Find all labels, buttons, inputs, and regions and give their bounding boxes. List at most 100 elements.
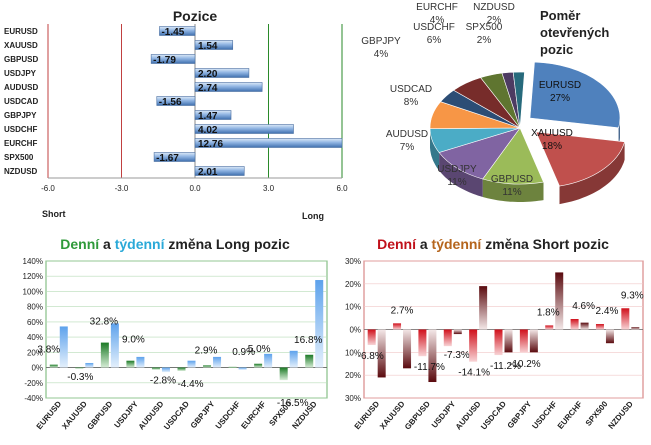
long-y-tick: -40% bbox=[24, 394, 43, 403]
short-daily-bar bbox=[367, 329, 376, 346]
long-change-title: Denní a týdenní změna Long pozic bbox=[60, 236, 290, 252]
long-y-tick: 0% bbox=[31, 364, 43, 373]
positions-category-label: USDCHF bbox=[4, 125, 37, 134]
long-weekly-bar bbox=[136, 356, 145, 368]
long-data-label: 9.0% bbox=[122, 335, 145, 346]
short-daily-bar bbox=[519, 329, 528, 353]
short-daily-bar bbox=[494, 329, 503, 356]
long-category-label: XAUUSD bbox=[60, 399, 89, 431]
pie-slice-nzdusd bbox=[512, 71, 525, 129]
long-data-label: 16.8% bbox=[294, 335, 322, 346]
long-weekly-bar bbox=[238, 367, 247, 370]
long-data-label: -0.3% bbox=[67, 372, 93, 383]
pie-label-name: GBPUSD bbox=[491, 174, 533, 185]
positions-bar bbox=[194, 40, 234, 50]
short-weekly-bar bbox=[403, 329, 412, 369]
long-y-tick: 40% bbox=[27, 333, 43, 342]
long-category-label: EURUSD bbox=[35, 399, 64, 431]
long-weekly-bar bbox=[187, 360, 196, 368]
long-category-label: EURCHF bbox=[239, 399, 267, 430]
short-daily-bar bbox=[469, 329, 478, 362]
positions-value-label: -1.56 bbox=[159, 97, 182, 108]
long-data-label: 3.8% bbox=[37, 345, 60, 356]
long-data-label: 5.0% bbox=[248, 344, 271, 355]
short-category-label: USDCAD bbox=[479, 399, 508, 431]
positions-tick-label: 6.0 bbox=[336, 184, 348, 193]
long-daily-bar bbox=[254, 363, 263, 368]
long-weekly-bar bbox=[161, 367, 170, 373]
long-category-label: USDCAD bbox=[162, 399, 191, 431]
positions-x-ticks: EURUSD XAUUSD GBPUSD USDJPY AUDUSD USDCAD GBPJ… bbox=[4, 27, 348, 193]
pie-label-name: AUDUSD bbox=[386, 129, 428, 140]
short-weekly-bar bbox=[529, 329, 538, 353]
title-part: a bbox=[416, 236, 432, 252]
pie-label-value: 2% bbox=[477, 35, 492, 46]
positions-category-label: USDCAD bbox=[4, 97, 38, 106]
pie-title-line-3: pozic bbox=[540, 42, 573, 57]
positions-bar bbox=[194, 82, 263, 92]
positions-bar bbox=[150, 54, 196, 64]
short-category-label: SPX500 bbox=[584, 399, 610, 428]
positions-category-label: GBPUSD bbox=[4, 55, 38, 64]
short-daily-bar bbox=[443, 329, 452, 347]
short-data-label: -14.1% bbox=[458, 368, 490, 379]
short-data-label: 2.7% bbox=[391, 305, 414, 316]
short-category-label: EURCHF bbox=[556, 399, 584, 430]
long-daily-bar bbox=[279, 367, 288, 381]
long-y-tick: -20% bbox=[24, 379, 43, 388]
positions-value-label: -1.45 bbox=[161, 27, 184, 38]
long-category-label: GBPUSD bbox=[85, 399, 114, 431]
long-data-label: -2.8% bbox=[150, 376, 176, 387]
positions-category-label: SPX500 bbox=[4, 153, 34, 162]
pie-label-name: SPX500 bbox=[466, 22, 503, 33]
positions-category-label: AUDUSD bbox=[4, 83, 38, 92]
short-y-tick: 10% bbox=[345, 348, 361, 357]
pie-labels: EURUSD 27% XAUUSD 18% GBPUSD 11% USDJPY 11% AUDU… bbox=[361, 2, 581, 198]
pie-label-name: USDJPY bbox=[437, 164, 477, 175]
long-y-tick: 20% bbox=[27, 348, 43, 357]
long-change-chart: Denní a týdenní změna Long pozic -40% -20… bbox=[23, 236, 328, 432]
positions-bar bbox=[194, 124, 294, 134]
long-daily-bar bbox=[49, 364, 58, 368]
positions-value-label: 1.47 bbox=[198, 111, 218, 122]
long-weekly-bar bbox=[315, 280, 324, 368]
short-data-label: -10.2% bbox=[509, 359, 541, 370]
short-weekly-bar bbox=[504, 329, 513, 353]
short-weekly-bar bbox=[605, 329, 614, 344]
short-category-label: AUDUSD bbox=[454, 399, 483, 431]
positions-bar bbox=[159, 26, 196, 36]
long-weekly-bar bbox=[59, 326, 68, 368]
short-data-label: 1.8% bbox=[537, 307, 560, 318]
long-daily-bar bbox=[100, 342, 109, 368]
short-category-label: NZDUSD bbox=[607, 399, 635, 430]
positions-value-label: 2.20 bbox=[198, 69, 218, 80]
short-change-plot: 30%20%10%0%10%20%30%-6.8%EURUSD2.7%XAUUS… bbox=[345, 257, 644, 432]
long-y-tick: 60% bbox=[27, 318, 43, 327]
pie-slice-eurusd bbox=[529, 61, 621, 129]
short-weekly-bar bbox=[377, 329, 386, 378]
pie-slice-side bbox=[482, 179, 544, 202]
short-daily-bar bbox=[621, 308, 630, 330]
short-y-tick: 10% bbox=[345, 303, 361, 312]
pie-label-value: 8% bbox=[404, 97, 419, 108]
positions-value-label: 2.01 bbox=[198, 167, 218, 178]
pie-slice-side bbox=[430, 128, 440, 171]
positions-title: Pozice bbox=[173, 8, 218, 24]
pie-label-value: 11% bbox=[502, 187, 521, 198]
long-data-label: -16.5% bbox=[277, 398, 309, 409]
long-data-label: 32.8% bbox=[90, 317, 118, 328]
short-daily-bar bbox=[570, 318, 579, 330]
positions-category-label: USDJPY bbox=[4, 69, 37, 78]
long-y-tick: 120% bbox=[23, 272, 43, 281]
long-change-plot: -40% -20% 0% 20% 40% 60% 80% 100% 120% 140% 3.8% EU… bbox=[23, 257, 328, 432]
short-category-label: USDCHF bbox=[530, 399, 558, 430]
short-daily-bar bbox=[595, 324, 604, 330]
long-daily-bar bbox=[75, 367, 84, 369]
long-y-tick: 80% bbox=[27, 303, 43, 312]
pie-label-name: EURCHF bbox=[416, 2, 458, 13]
pie-label-value: 4% bbox=[430, 15, 445, 26]
long-weekly-bar bbox=[110, 323, 119, 368]
short-data-label: -6.8% bbox=[358, 351, 384, 362]
positions-category-label: XAUUSD bbox=[4, 41, 38, 50]
pie-slice-xauusd bbox=[535, 131, 625, 187]
